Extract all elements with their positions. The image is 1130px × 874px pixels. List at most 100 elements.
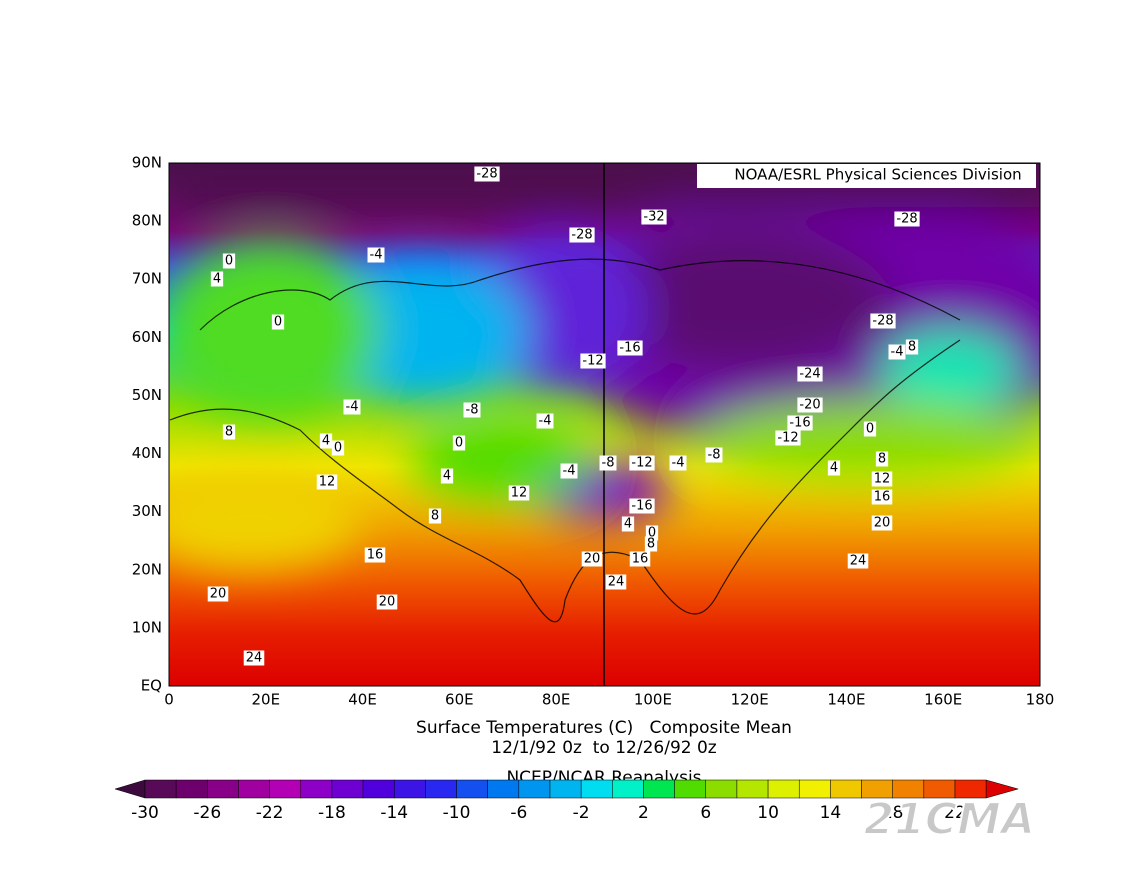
contour-label-box	[569, 227, 595, 243]
contour-label-box	[863, 421, 877, 437]
colorbar-tick-label: 2	[638, 803, 649, 823]
colorbar-box	[425, 779, 457, 799]
colorbar-box	[238, 779, 270, 799]
contour-label-box	[560, 463, 578, 479]
contour-label-box	[440, 468, 454, 484]
colorbar-box	[207, 779, 239, 799]
x-tick-label: 80E	[542, 691, 571, 709]
contour-label-box	[641, 209, 667, 225]
colorbar-box	[705, 779, 738, 799]
credit: NOAA/ESRL Physical Sciences Division	[734, 166, 1021, 184]
contour-label-box	[621, 516, 635, 532]
contour-label: -28	[571, 228, 592, 243]
y-tick-label: EQ	[141, 677, 162, 695]
colorbar-box	[612, 779, 644, 799]
contour-label-box	[222, 424, 236, 440]
contour-label: -20	[799, 398, 820, 413]
contour-label-box	[797, 366, 823, 382]
colorbar-box	[767, 779, 800, 799]
contour-label-box	[705, 447, 723, 463]
colorbar-box	[830, 779, 862, 799]
contour-label: 12	[319, 475, 336, 490]
colorbar-tick-label: 6	[700, 803, 711, 823]
contour-label: 20	[379, 595, 396, 610]
contour-label-box	[428, 508, 442, 524]
contour-label: 0	[274, 315, 282, 330]
y-tick-label: 10N	[132, 618, 162, 636]
contour-label-box	[452, 435, 466, 451]
contour-label: -12	[777, 431, 798, 446]
contour-label-box	[319, 433, 333, 449]
contour-label: -8	[602, 456, 615, 471]
colorbar-arrow	[985, 779, 1020, 799]
colorbar-tick-label: 22	[944, 803, 966, 823]
colorbar-tick-label: -18	[318, 803, 346, 823]
contour-label-box	[644, 536, 658, 552]
y-tick-label: 90N	[132, 154, 162, 172]
colorbar-tick-label: 10	[757, 803, 779, 823]
colorbar-box	[144, 779, 177, 799]
colorbar: -30 -26 -22 -18 -14 -10 -6 -2 2 6 10 14 18 22	[114, 779, 1020, 823]
colorbar-box	[331, 779, 364, 799]
contour-label: -12	[631, 456, 652, 471]
x-tick-label: 140E	[827, 691, 865, 709]
contour-label-box	[316, 474, 338, 490]
colorbar-tick-label: -6	[510, 803, 527, 823]
contour-label: 8	[225, 425, 233, 440]
colorbar-box	[580, 779, 613, 799]
colorbar-box	[487, 779, 520, 799]
contour-label: -4	[563, 464, 576, 479]
contour-label: 0	[455, 436, 463, 451]
x-tick-label: 120E	[731, 691, 769, 709]
title: Surface Temperatures (C) Composite Mean	[416, 718, 792, 738]
contour-label-box	[243, 650, 265, 666]
contour-label: -24	[799, 367, 820, 382]
colorbar-tick-label: 14	[820, 803, 842, 823]
contour-label: 20	[584, 552, 601, 567]
contour-label-box	[827, 460, 841, 476]
contour-label-box	[629, 551, 651, 567]
contour-label-box	[905, 339, 919, 355]
x-tick-label: 0	[164, 691, 174, 709]
contour-label: 4	[830, 461, 838, 476]
colorbar-box	[798, 779, 831, 799]
y-tick-label: 40N	[132, 444, 162, 462]
contour-label: 4	[624, 517, 632, 532]
contour-label: 8	[431, 509, 439, 524]
contour-label-box	[367, 247, 385, 263]
colorbar-box	[362, 779, 395, 799]
contour-label: -28	[896, 212, 917, 227]
contour-label: -4	[672, 456, 685, 471]
colorbar-box	[643, 779, 675, 799]
contour-label: 4	[322, 434, 330, 449]
x-tick-label: 20E	[251, 691, 280, 709]
credit-box	[697, 164, 1036, 188]
dates: 12/1/92 0z to 12/26/92 0z	[491, 738, 717, 758]
contour-label-box	[210, 271, 224, 287]
contour-label-box	[871, 515, 893, 531]
x-tick-label: 60E	[445, 691, 474, 709]
colorbar-arrow	[114, 779, 146, 799]
contour-label: -28	[872, 314, 893, 329]
contour-label: 20	[210, 587, 227, 602]
colorbar-tick-label: -2	[573, 803, 590, 823]
colorbar-tick-label: 18	[882, 803, 904, 823]
colorbar-box	[393, 779, 426, 799]
colorbar-box	[674, 779, 707, 799]
colorbar-tick-label: -22	[256, 803, 284, 823]
colorbar-tick-label: -30	[131, 803, 159, 823]
contour-label-box	[888, 344, 906, 360]
colorbar-box	[456, 779, 488, 799]
contour-label-box	[364, 547, 386, 563]
y-tick-label: 70N	[132, 270, 162, 288]
contour-label-box	[875, 451, 889, 467]
contour-label: 0	[334, 441, 342, 456]
contour-label-box	[797, 397, 823, 413]
contour-label-box	[629, 498, 655, 514]
contour-label-box	[629, 455, 655, 471]
contour-label-box	[343, 399, 361, 415]
contour-label: -16	[619, 341, 640, 356]
contour-label: 4	[213, 272, 221, 287]
contour-label: 0	[866, 422, 874, 437]
